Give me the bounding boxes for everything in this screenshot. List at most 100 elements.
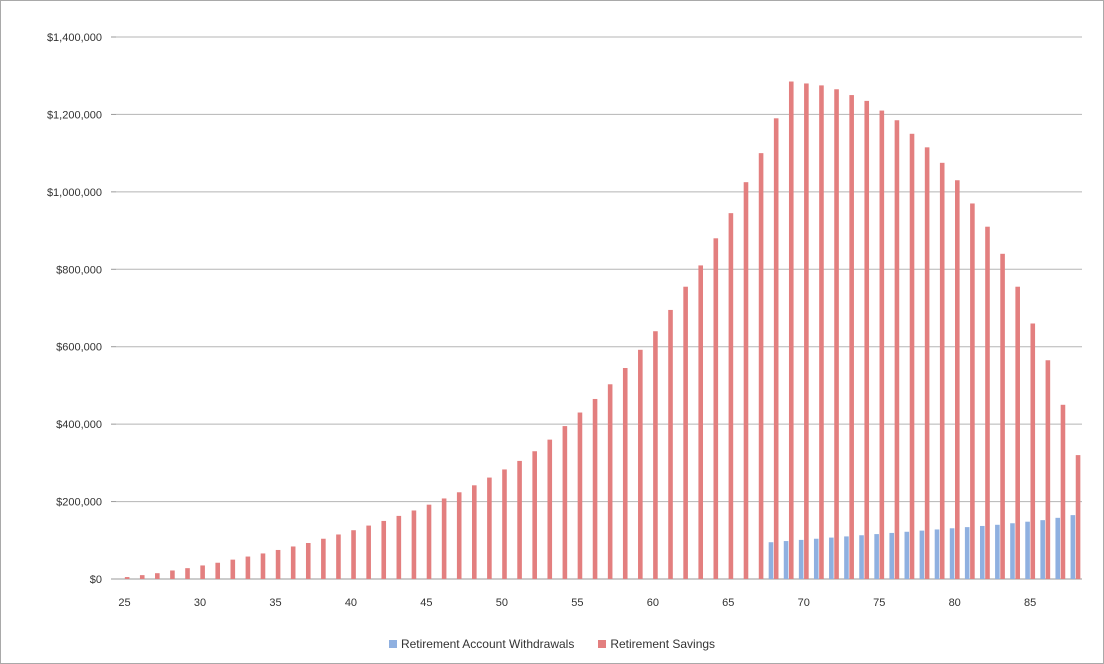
bar-savings bbox=[441, 498, 447, 579]
bar-savings bbox=[1075, 455, 1081, 579]
y-tick-label: $800,000 bbox=[56, 264, 102, 276]
bar-withdrawals bbox=[889, 532, 895, 579]
bar-savings bbox=[547, 439, 553, 579]
bar-withdrawals bbox=[1070, 515, 1076, 579]
bar-withdrawals bbox=[813, 538, 819, 579]
bar-savings bbox=[788, 81, 794, 580]
x-axis-tick-labels: 25 30 35 40 45 50 55 60 65 70 75 80 85 bbox=[118, 597, 1036, 609]
bar-withdrawals bbox=[964, 527, 970, 579]
x-tick-label: 30 bbox=[194, 597, 206, 609]
bar-savings bbox=[275, 549, 281, 579]
bar-withdrawals bbox=[829, 537, 834, 579]
bar-savings bbox=[909, 133, 915, 580]
bar-savings bbox=[939, 162, 945, 579]
bar-savings bbox=[864, 100, 870, 579]
bar-savings bbox=[834, 89, 839, 579]
y-tick-label: $1,200,000 bbox=[47, 109, 102, 121]
bar-savings bbox=[562, 426, 568, 579]
legend-item-savings: Retirement Savings bbox=[598, 637, 715, 651]
bar-savings bbox=[139, 575, 145, 579]
bar-savings bbox=[305, 543, 311, 579]
bar-savings bbox=[366, 525, 371, 579]
bar-withdrawals bbox=[798, 539, 804, 579]
x-tick-label: 40 bbox=[345, 597, 357, 609]
bar-savings bbox=[668, 309, 673, 579]
legend-label-savings: Retirement Savings bbox=[610, 637, 716, 651]
bar-savings bbox=[396, 515, 402, 579]
bar-savings bbox=[638, 349, 643, 579]
bar-savings bbox=[804, 83, 809, 580]
x-tick-label: 60 bbox=[647, 597, 659, 609]
x-tick-label: 80 bbox=[949, 597, 961, 609]
legend-label-withdrawals: Retirement Account Withdrawals bbox=[400, 637, 575, 651]
bar-savings bbox=[879, 110, 885, 579]
bar-savings bbox=[773, 118, 779, 580]
bar-withdrawals bbox=[904, 531, 910, 579]
bar-savings bbox=[819, 85, 824, 579]
bar-savings bbox=[985, 226, 990, 579]
y-axis-tick-labels: $0 $200,000 $400,000 $600,000 $800,000 $1,000… bbox=[47, 32, 102, 586]
x-tick-label: 25 bbox=[118, 597, 130, 609]
bar-withdrawals bbox=[995, 524, 1000, 579]
bar-withdrawals bbox=[934, 529, 940, 579]
x-tick-label: 75 bbox=[873, 597, 885, 609]
bar-savings bbox=[1060, 404, 1066, 579]
bar-savings bbox=[290, 546, 296, 579]
bar-withdrawals bbox=[979, 525, 985, 579]
bar-withdrawals bbox=[783, 541, 789, 579]
bar-withdrawals bbox=[1040, 520, 1045, 579]
bar-savings bbox=[124, 577, 130, 579]
bar-savings bbox=[970, 203, 975, 579]
bar-savings bbox=[1000, 253, 1005, 580]
bar-savings bbox=[230, 559, 236, 579]
bar-savings bbox=[532, 451, 537, 579]
bar-withdrawals bbox=[1010, 523, 1015, 579]
bar-savings bbox=[411, 510, 417, 579]
bar-withdrawals bbox=[949, 528, 955, 579]
bar-savings bbox=[185, 568, 190, 579]
bar-savings bbox=[758, 153, 764, 579]
bar-savings bbox=[487, 477, 492, 579]
bar-savings bbox=[321, 538, 326, 579]
bar-savings bbox=[592, 398, 598, 579]
bar-savings bbox=[1015, 286, 1020, 579]
bar-savings bbox=[351, 530, 356, 579]
bar-savings bbox=[170, 570, 175, 579]
bar-savings bbox=[894, 120, 900, 580]
legend-swatch-savings bbox=[598, 640, 607, 648]
bar-savings bbox=[245, 556, 251, 579]
y-tick-label: $400,000 bbox=[56, 419, 102, 431]
x-tick-label: 35 bbox=[269, 597, 281, 609]
bar-withdrawals bbox=[1055, 517, 1061, 579]
x-tick-label: 45 bbox=[420, 597, 432, 609]
bar-savings bbox=[698, 265, 704, 579]
x-tick-label: 55 bbox=[571, 597, 583, 609]
legend-item-withdrawals: Retirement Account Withdrawals bbox=[388, 637, 575, 651]
bar-savings bbox=[215, 562, 221, 579]
bar-withdrawals bbox=[874, 534, 879, 579]
bar-savings bbox=[622, 368, 628, 579]
bar-savings bbox=[456, 492, 462, 579]
bar-savings bbox=[924, 147, 930, 579]
bar-withdrawals bbox=[844, 536, 849, 579]
bar-savings bbox=[336, 534, 341, 579]
bar-savings bbox=[381, 520, 387, 579]
bar-savings bbox=[200, 565, 205, 579]
bar-savings bbox=[1030, 323, 1036, 579]
y-tick-label: $1,000,000 bbox=[47, 187, 102, 199]
bar-withdrawals bbox=[919, 530, 925, 579]
bar-savings bbox=[1045, 360, 1051, 579]
y-tick-label: $1,400,000 bbox=[47, 32, 102, 44]
bars bbox=[124, 81, 1081, 580]
x-tick-label: 50 bbox=[496, 597, 508, 609]
bar-savings bbox=[517, 460, 522, 579]
bar-savings bbox=[728, 213, 734, 579]
bar-savings bbox=[426, 504, 432, 579]
bar-savings bbox=[849, 95, 854, 579]
x-tick-label: 70 bbox=[798, 597, 810, 609]
bar-savings bbox=[155, 573, 160, 579]
bar-savings bbox=[653, 331, 658, 579]
legend-swatch-withdrawals bbox=[388, 640, 397, 648]
bar-savings bbox=[743, 182, 749, 579]
